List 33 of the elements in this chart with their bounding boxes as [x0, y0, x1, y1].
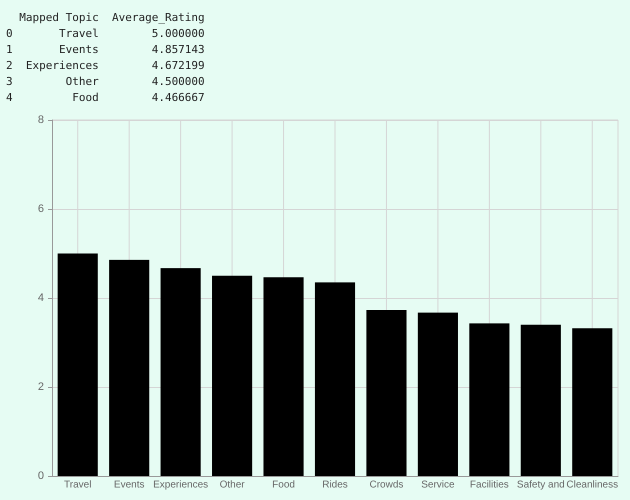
y-tick-label: 0 — [38, 470, 44, 482]
bar — [418, 312, 458, 476]
x-tick-label: Safety and — [516, 480, 565, 490]
y-tick-label: 2 — [38, 381, 44, 393]
text: 2 Experiences 4.672199 — [6, 59, 205, 72]
bar — [212, 276, 252, 476]
bar — [572, 328, 612, 476]
bar — [366, 310, 407, 476]
text: 0 Travel 5.000000 — [6, 27, 205, 40]
x-tick-label: Travel — [64, 480, 92, 490]
y-tick-label: 8 — [38, 114, 44, 126]
x-tick-label: Experiences — [153, 480, 208, 490]
bar — [314, 282, 356, 476]
bar — [263, 277, 304, 476]
bar — [160, 268, 201, 476]
bar — [469, 323, 510, 476]
text: 3 Other 4.500000 — [6, 75, 205, 88]
bar — [109, 260, 150, 476]
bar — [520, 324, 561, 476]
x-tick-label: Facilities — [470, 480, 509, 490]
bar — [58, 254, 98, 476]
text: 1 Events 4.857143 — [6, 43, 205, 56]
x-tick-label: Other — [220, 480, 246, 490]
x-tick-label: Crowds — [370, 480, 404, 490]
x-tick-label: Rides — [322, 480, 348, 490]
x-tick-label: Cleanliness — [566, 480, 618, 490]
y-tick-label: 4 — [38, 292, 44, 304]
x-tick-label: Food — [272, 480, 295, 490]
x-tick-label: Events — [114, 480, 144, 490]
text: Mapped Topic Average_Rating — [19, 11, 205, 24]
y-tick-label: 6 — [38, 203, 44, 215]
text: 4 Food 4.466667 — [6, 91, 205, 104]
x-tick-label: Service — [421, 480, 456, 490]
